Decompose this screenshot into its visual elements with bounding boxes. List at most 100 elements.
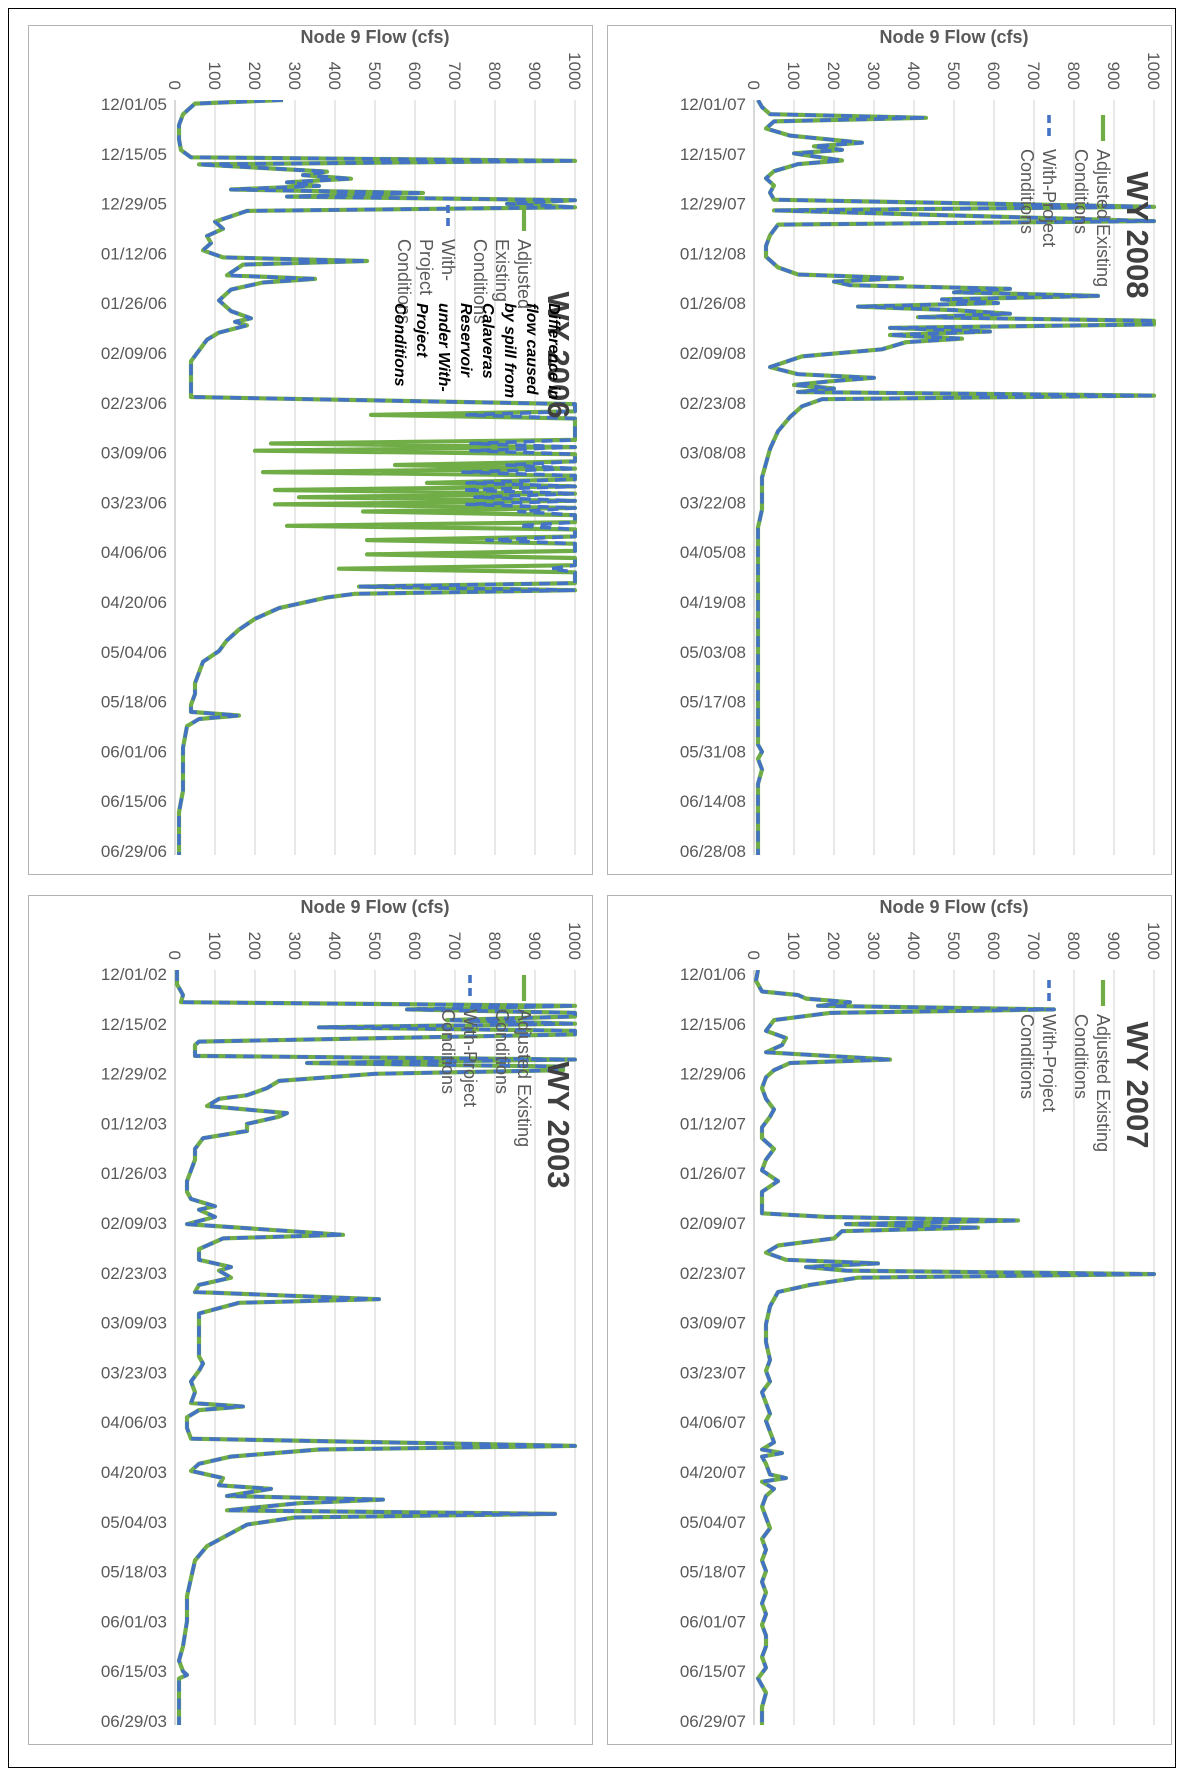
chart-wy2006: 0 100 200 300 400 500 600 700 800 900 1000 12/01/05… [101,27,584,861]
legend-label: With-Project [1039,149,1059,247]
x-tick-label: 06/15/03 [101,1662,167,1681]
y-tick-label: 0 [165,81,184,90]
y-tick-label: 500 [365,62,384,90]
y-axis-label: Node 9 Flow (cfs) [879,897,1028,917]
legend: AdjustedExistingConditionsWith-ProjectCo… [394,205,534,324]
x-tick-label: 04/20/03 [101,1463,167,1482]
y-tick-label: 400 [904,62,923,90]
x-tick-label: 01/12/03 [101,1114,167,1133]
x-tick-label: 01/26/03 [101,1164,167,1183]
x-tick-label: 06/01/03 [101,1612,167,1631]
legend-label: Conditions [438,1009,458,1094]
chart-title: WY 2006 [541,292,576,419]
y-tick-label: 800 [485,62,504,90]
x-tick-label: 03/09/06 [101,444,167,463]
x-tick-label: 06/15/06 [101,792,167,811]
y-tick-label: 400 [325,932,344,960]
x-tick-label: 04/06/03 [101,1413,167,1432]
y-tick-label: 1000 [1144,52,1163,90]
x-tick-label: 02/09/07 [680,1214,746,1233]
y-tick-label: 100 [784,932,803,960]
x-tick-label: 03/23/07 [680,1363,746,1382]
x-tick-label: 05/18/07 [680,1563,746,1582]
chart-title: WY 2008 [1120,172,1155,299]
legend-label: Conditions [1017,149,1037,234]
y-tick-label: 200 [245,932,264,960]
x-tick-label: 01/12/07 [680,1114,746,1133]
x-tick-label: 12/29/02 [101,1065,167,1084]
x-tick-label: 01/12/08 [680,244,746,263]
x-tick-label: 03/09/07 [680,1314,746,1333]
annotation-text: Calaveras [479,303,496,379]
x-tick-label: 06/28/08 [680,842,746,861]
y-tick-label: 300 [285,62,304,90]
y-tick-label: 100 [205,932,224,960]
x-tick-label: 06/01/06 [101,742,167,761]
y-tick-label: 700 [1024,62,1043,90]
legend-label: Adjusted Existing [514,1009,534,1147]
legend-label: Existing [492,239,512,302]
chart-panel-wy2007 [607,895,1172,1745]
chart-title: WY 2003 [541,1062,576,1189]
series-line-with-project [175,970,577,1725]
annotation-text: Reservoir [457,303,474,378]
x-tick-label: 06/14/08 [680,792,746,811]
x-tick-label: 04/06/06 [101,543,167,562]
y-tick-label: 400 [325,62,344,90]
y-tick-label: 800 [1064,932,1083,960]
legend-label: Conditions [492,1009,512,1094]
legend-label: With-Project [1039,1014,1059,1112]
x-tick-label: 02/23/07 [680,1264,746,1283]
x-tick-label: 03/09/03 [101,1314,167,1333]
y-tick-label: 100 [205,62,224,90]
legend: Adjusted ExistingConditionsWith-ProjectC… [438,975,534,1147]
x-tick-label: 01/26/06 [101,294,167,313]
chart-wy2003: 0 100 200 300 400 500 600 700 800 900 1000 12/01/02… [101,897,584,1731]
x-tick-label: 04/05/08 [680,543,746,562]
annotation-text: Project [413,303,430,358]
x-tick-label: 12/29/07 [680,195,746,214]
x-tick-label: 04/20/07 [680,1463,746,1482]
x-tick-label: 12/15/05 [101,145,167,164]
y-tick-label: 600 [984,932,1003,960]
x-tick-label: 12/15/07 [680,145,746,164]
legend-label: Adjusted Existing [1093,149,1113,287]
chart-panel-wy2008 [607,25,1172,875]
x-tick-label: 06/29/06 [101,842,167,861]
x-tick-label: 05/04/06 [101,643,167,662]
x-tick-label: 12/15/02 [101,1015,167,1034]
legend-label: Conditions [394,239,414,324]
annotation-text: under With- [435,303,452,392]
x-tick-label: 02/09/06 [101,344,167,363]
y-axis-label: Node 9 Flow (cfs) [300,27,449,47]
y-tick-label: 500 [944,932,963,960]
chart-wy2008: 0 100 200 300 400 500 600 700 800 900 1000 12/01/07… [680,27,1163,861]
y-tick-label: 700 [445,932,464,960]
chart-wy2007: 0 100 200 300 400 500 600 700 800 900 1000 12/01/06… [680,897,1163,1731]
x-tick-label: 05/04/03 [101,1513,167,1532]
y-tick-label: 0 [744,951,763,960]
x-tick-label: 02/09/03 [101,1214,167,1233]
x-tick-label: 06/15/07 [680,1662,746,1681]
x-tick-label: 12/01/07 [680,95,746,114]
y-tick-label: 1000 [565,922,584,960]
y-axis-label: Node 9 Flow (cfs) [300,897,449,917]
y-tick-label: 700 [1024,932,1043,960]
x-tick-label: 06/29/07 [680,1712,746,1731]
x-tick-label: 02/23/03 [101,1264,167,1283]
legend-label: Adjusted Existing [1093,1014,1113,1152]
y-tick-label: 1000 [565,52,584,90]
legend-label: Conditions [1071,149,1091,234]
x-tick-label: 06/29/03 [101,1712,167,1731]
legend-label: With-Project [460,1009,480,1107]
x-tick-label: 12/29/06 [680,1065,746,1084]
y-axis-label: Node 9 Flow (cfs) [879,27,1028,47]
y-tick-label: 600 [405,62,424,90]
x-tick-label: 05/17/08 [680,693,746,712]
y-tick-label: 0 [744,81,763,90]
x-tick-label: 01/26/07 [680,1164,746,1183]
y-tick-label: 900 [525,932,544,960]
x-tick-label: 05/04/07 [680,1513,746,1532]
series-line-adjusted-existing [176,100,577,855]
